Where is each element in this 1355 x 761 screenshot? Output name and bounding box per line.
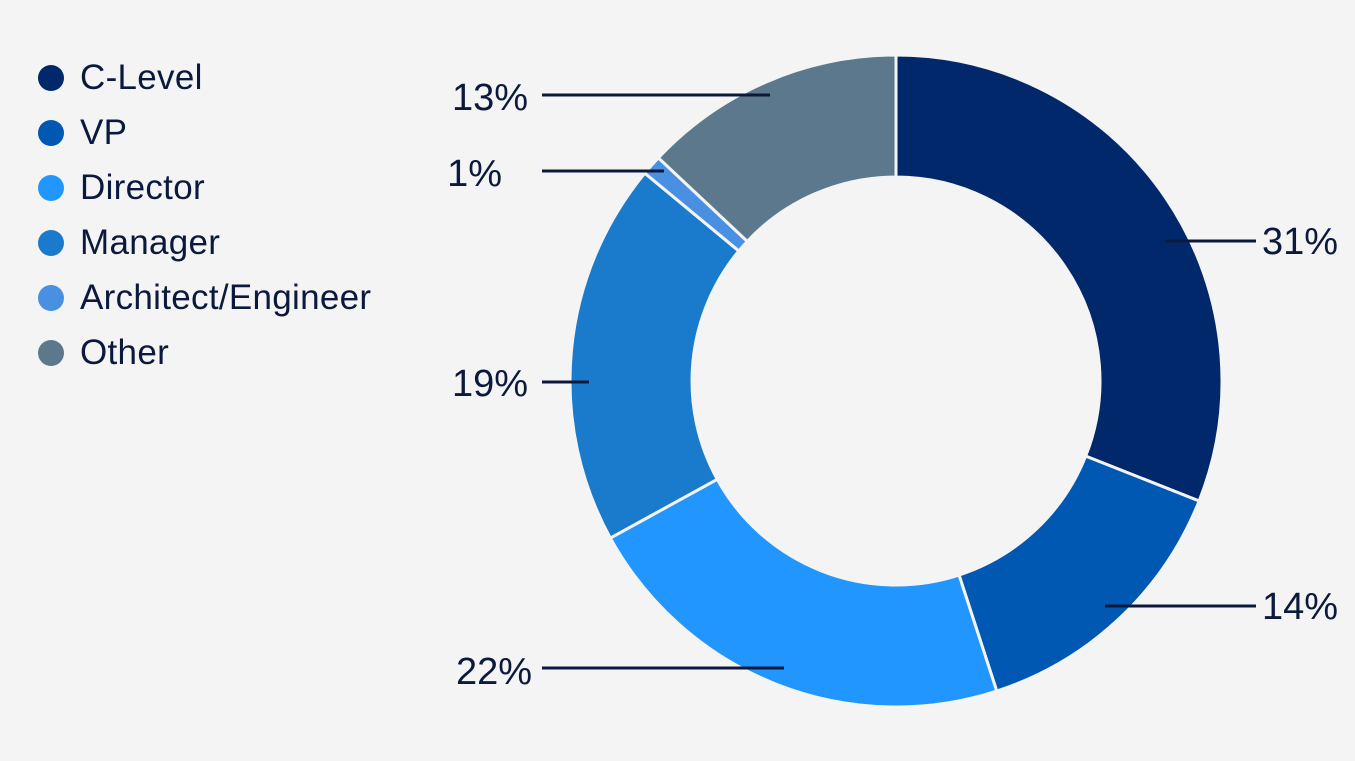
legend-item-manager: Manager	[38, 215, 371, 270]
data-label-vp: 14%	[1262, 586, 1338, 628]
legend-swatch-manager	[38, 229, 64, 256]
legend-swatch-c-level	[38, 64, 64, 91]
legend-item-vp: VP	[38, 105, 371, 160]
legend-swatch-architect-engineer	[38, 284, 64, 311]
data-label-manager: 19%	[452, 363, 528, 405]
legend-swatch-director	[38, 174, 64, 201]
data-label-director: 22%	[456, 651, 532, 693]
donut-segments	[568, 53, 1224, 709]
donut-slice-vp	[957, 454, 1202, 693]
legend-swatch-vp	[38, 119, 64, 146]
slice-labels: 31% 14% 22% 19% 1% 13%	[447, 77, 1338, 693]
legend-item-architect-engineer: Architect/Engineer	[38, 270, 371, 325]
data-label-other: 13%	[452, 77, 528, 119]
donut-slice-c-level	[894, 53, 1224, 503]
legend-label-vp: VP	[80, 112, 128, 152]
donut-slice-other	[656, 53, 898, 244]
data-label-architect-engineer: 1%	[447, 153, 502, 195]
chart-legend: C-Level VP Director Manager Architect/En…	[38, 50, 371, 380]
donut-slice-manager	[568, 171, 741, 541]
legend-label-director: Director	[80, 167, 205, 207]
donut-slice-director	[608, 477, 999, 709]
legend-item-director: Director	[38, 160, 371, 215]
legend-label-c-level: C-Level	[80, 57, 203, 97]
legend-item-c-level: C-Level	[38, 50, 371, 105]
legend-label-other: Other	[80, 332, 170, 372]
legend-swatch-other	[38, 339, 64, 366]
legend-label-architect-engineer: Architect/Engineer	[80, 277, 372, 317]
legend-label-manager: Manager	[80, 222, 221, 262]
data-label-c-level: 31%	[1262, 221, 1338, 263]
legend-item-other: Other	[38, 325, 371, 380]
